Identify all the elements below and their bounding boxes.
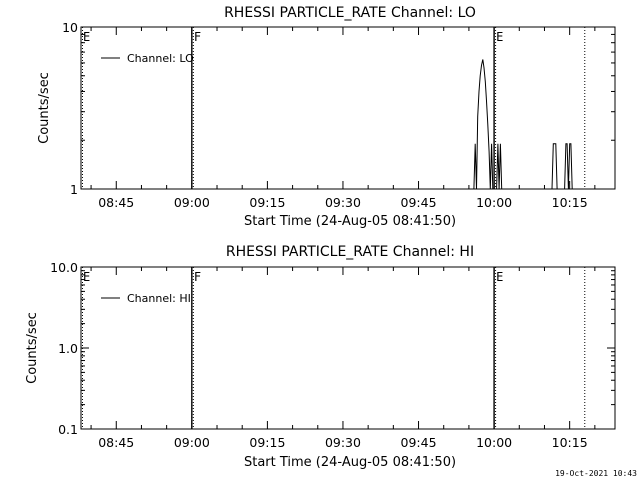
legend-entry: Channel: HI [127, 292, 191, 305]
x-tick-label: 09:45 [401, 435, 437, 450]
x-tick-label: 10:00 [476, 435, 512, 450]
marker-label: F [194, 270, 201, 284]
y-tick-label: 0.1 [58, 422, 78, 437]
x-tick-label: 10:00 [476, 195, 512, 210]
x-tick-label: 08:45 [98, 195, 134, 210]
y-tick-label: 1.0 [58, 341, 78, 356]
marker-label: E [83, 270, 90, 284]
marker-label: E [496, 30, 503, 44]
series-line [473, 59, 573, 190]
plot-timestamp: 19-Oct-2021 10:43 [555, 469, 637, 478]
x-tick-label: 09:00 [174, 195, 210, 210]
y-axis-label: Counts/sec [25, 312, 40, 384]
x-tick-label: 09:15 [249, 195, 285, 210]
y-tick-label: 10.0 [50, 260, 78, 275]
x-tick-label: 10:15 [552, 435, 588, 450]
y-axis-label: Counts/sec [37, 72, 52, 144]
x-axis-label: Start Time (24-Aug-05 08:41:50) [244, 455, 456, 470]
x-tick-label: 10:15 [552, 195, 588, 210]
chart-title: RHESSI PARTICLE_RATE Channel: LO [224, 5, 476, 21]
hi-channel-panel: RHESSI PARTICLE_RATE Channel: HI Start T… [25, 244, 616, 470]
x-tick-label: 09:30 [325, 195, 361, 210]
y-tick-label: 1 [70, 182, 78, 197]
marker-label: F [194, 30, 201, 44]
x-tick-label: 09:00 [174, 435, 210, 450]
x-axis-label: Start Time (24-Aug-05 08:41:50) [244, 214, 456, 229]
x-tick-label: 09:45 [401, 195, 437, 210]
lo-channel-panel: RHESSI PARTICLE_RATE Channel: LO Start T… [37, 5, 616, 229]
marker-label: E [496, 270, 503, 284]
x-tick-label: 08:45 [98, 435, 134, 450]
chart-title: RHESSI PARTICLE_RATE Channel: HI [226, 244, 474, 260]
plot-frame [80, 26, 616, 190]
y-tick-label: 10 [62, 20, 78, 35]
marker-label: E [83, 30, 90, 44]
x-tick-label: 09:30 [325, 435, 361, 450]
legend-entry: Channel: LO [127, 52, 194, 65]
x-tick-label: 09:15 [249, 435, 285, 450]
